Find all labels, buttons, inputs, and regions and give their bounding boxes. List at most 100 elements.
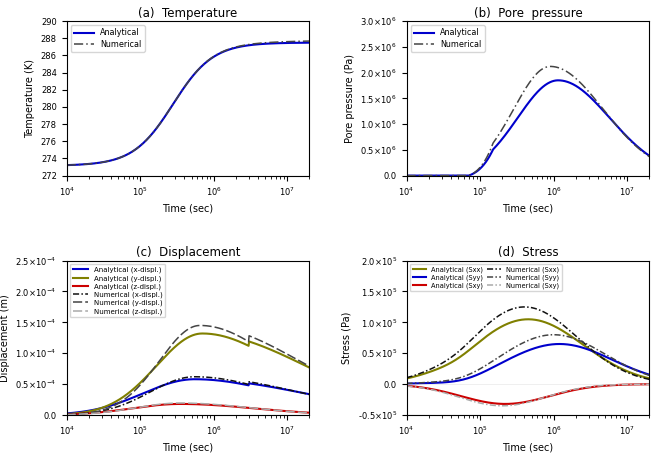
Analytical (Sxy) (519, 400, 527, 405)
Numerical (x-displ.) (262, 382, 270, 388)
Numerical (Sxx) (534, 307, 542, 312)
Numerical (z-displ.) (262, 407, 270, 412)
Line: Analytical: Analytical (67, 43, 310, 165)
Numerical (63, 162, 71, 168)
Title: (d)  Stress: (d) Stress (498, 246, 558, 259)
Analytical (Sxx) (519, 317, 527, 322)
Analytical (y-displ.) (262, 345, 270, 350)
Line: Numerical: Numerical (67, 41, 310, 165)
Y-axis label: Temperature (K): Temperature (K) (25, 59, 35, 138)
Numerical (534, 69, 542, 75)
Line: Analytical (Sxx): Analytical (Sxx) (406, 319, 649, 378)
Analytical (z-displ.) (300, 409, 308, 415)
Analytical (Sxy) (547, 393, 555, 398)
Legend: Analytical, Numerical: Analytical, Numerical (71, 25, 145, 52)
Title: (b)  Pore  pressure: (b) Pore pressure (474, 7, 582, 20)
Analytical (y-displ.) (179, 337, 187, 343)
Numerical (x-displ.) (178, 376, 186, 381)
Numerical (178, 88, 186, 93)
Legend: Analytical (x-displ.), Analytical (y-displ.), Analytical (z-displ.), Numerical (: Analytical (x-displ.), Analytical (y-dis… (70, 264, 165, 318)
Line: Analytical (z-displ.): Analytical (z-displ.) (67, 404, 310, 415)
Analytical (640, 149, 648, 155)
Title: (a)  Temperature: (a) Temperature (139, 7, 238, 20)
Analytical (x-displ.) (306, 392, 314, 397)
Numerical (645, 154, 653, 159)
Analytical (402, 173, 410, 178)
Analytical (207, 56, 215, 61)
Analytical (Syy) (640, 370, 648, 376)
Numerical (y-displ.) (208, 324, 216, 329)
Analytical (Sxy) (640, 381, 648, 387)
Analytical (178, 88, 186, 93)
Numerical (547, 64, 555, 69)
Numerical (z-displ.) (63, 412, 71, 417)
Analytical (z-displ.) (194, 401, 202, 407)
Analytical (x-displ.) (300, 390, 308, 396)
Numerical (y-displ.) (262, 340, 270, 346)
Analytical (Sxx) (547, 322, 555, 328)
Numerical (x-displ.) (63, 412, 71, 417)
Analytical (z-displ.) (306, 410, 314, 416)
Analytical (547, 79, 555, 84)
Analytical (z-displ.) (63, 412, 71, 417)
Analytical (179, 86, 187, 91)
Numerical (Sxx) (520, 304, 528, 310)
Analytical (x-displ.) (63, 411, 71, 416)
Analytical (602, 111, 610, 117)
Numerical (179, 86, 187, 91)
Analytical (Syy) (547, 342, 555, 348)
Line: Numerical (Sxy): Numerical (Sxy) (406, 384, 649, 406)
Numerical (Sxy) (518, 401, 526, 406)
Analytical (Sxx) (524, 317, 532, 322)
Analytical (y-displ.) (178, 339, 186, 344)
Analytical (Syy) (519, 349, 527, 355)
Line: Analytical (Syy): Analytical (Syy) (406, 344, 649, 384)
Numerical (Syy) (534, 334, 542, 340)
Analytical (Syy) (518, 350, 526, 356)
Numerical (z-displ.) (176, 400, 184, 406)
Numerical (Syy) (519, 340, 527, 346)
Analytical (554, 77, 562, 83)
Analytical (Sxy) (534, 396, 542, 402)
Numerical (y-displ.) (63, 412, 71, 417)
Numerical (Sxy) (534, 396, 542, 402)
Analytical (y-displ.) (198, 331, 206, 336)
Numerical (Sxx) (645, 377, 653, 382)
Numerical (Sxy) (640, 381, 648, 387)
Y-axis label: Stress (Pa): Stress (Pa) (342, 311, 352, 364)
Analytical (Syy) (645, 372, 653, 378)
Numerical (y-displ.) (306, 363, 314, 369)
Legend: Analytical (Sxx), Analytical (Syy), Analytical (Sxy), Numerical (Sxx), Numerical: Analytical (Sxx), Analytical (Syy), Anal… (410, 264, 561, 291)
Numerical (518, 92, 526, 98)
Analytical (z-displ.) (176, 401, 184, 407)
Analytical (Sxx) (602, 357, 610, 363)
Numerical (x-displ.) (179, 375, 187, 381)
Numerical (z-displ.) (306, 410, 314, 416)
Analytical (Sxx) (534, 318, 542, 323)
Analytical (Sxx) (402, 376, 410, 381)
Numerical (x-displ.) (194, 374, 202, 379)
Numerical (300, 38, 308, 44)
X-axis label: Time (sec): Time (sec) (163, 443, 214, 453)
X-axis label: Time (sec): Time (sec) (502, 443, 553, 453)
X-axis label: Time (sec): Time (sec) (163, 203, 214, 213)
Numerical (Sxx) (602, 358, 610, 363)
Analytical (x-displ.) (194, 377, 202, 382)
Numerical (194, 67, 202, 73)
Line: Analytical (y-displ.): Analytical (y-displ.) (67, 333, 310, 414)
Analytical (x-displ.) (190, 377, 198, 382)
Numerical (Sxx) (518, 304, 526, 310)
Title: (c)  Displacement: (c) Displacement (136, 246, 240, 259)
Y-axis label: Pore pressure (Pa): Pore pressure (Pa) (345, 54, 355, 143)
Numerical (z-displ.) (194, 401, 202, 406)
Analytical (Sxy) (518, 400, 526, 405)
Numerical (306, 38, 314, 44)
Numerical (Syy) (602, 352, 610, 357)
Numerical (x-displ.) (300, 391, 308, 396)
Analytical (z-displ.) (178, 401, 186, 407)
Analytical (518, 109, 526, 114)
Numerical (547, 64, 555, 69)
Line: Analytical: Analytical (406, 80, 649, 175)
Numerical (402, 173, 410, 178)
Line: Numerical (Sxx): Numerical (Sxx) (406, 307, 649, 379)
